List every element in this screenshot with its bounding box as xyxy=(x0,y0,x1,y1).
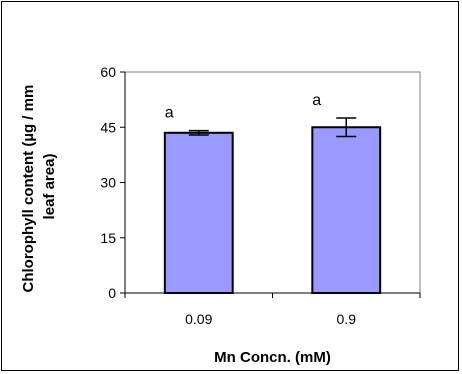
y-tick-label: 45 xyxy=(100,119,116,135)
y-axis-title-line-1: Chlorophyll content (µg / mm xyxy=(20,85,37,293)
significance-label: a xyxy=(312,92,321,109)
x-tick-label: 0.09 xyxy=(185,311,212,327)
bar xyxy=(311,126,382,294)
y-tick-label: 0 xyxy=(108,285,116,301)
x-axis-title: Mn Concn. (mM) xyxy=(214,349,331,366)
y-axis-title-line-2: leaf area) xyxy=(41,154,58,220)
significance-label: a xyxy=(165,105,174,122)
y-tick-label: 60 xyxy=(100,64,116,80)
bars-group: aa xyxy=(163,92,382,294)
y-tick-label: 15 xyxy=(100,230,116,246)
y-axis-title: Chlorophyll content (µg / mm leaf area) xyxy=(20,81,58,293)
bar xyxy=(163,131,234,294)
y-axis-ticks: 0 15 30 45 60 xyxy=(100,64,125,301)
x-axis-ticks: 0.09 0.9 xyxy=(124,293,421,327)
y-tick-label: 30 xyxy=(100,175,116,191)
x-tick-label: 0.9 xyxy=(337,311,357,327)
